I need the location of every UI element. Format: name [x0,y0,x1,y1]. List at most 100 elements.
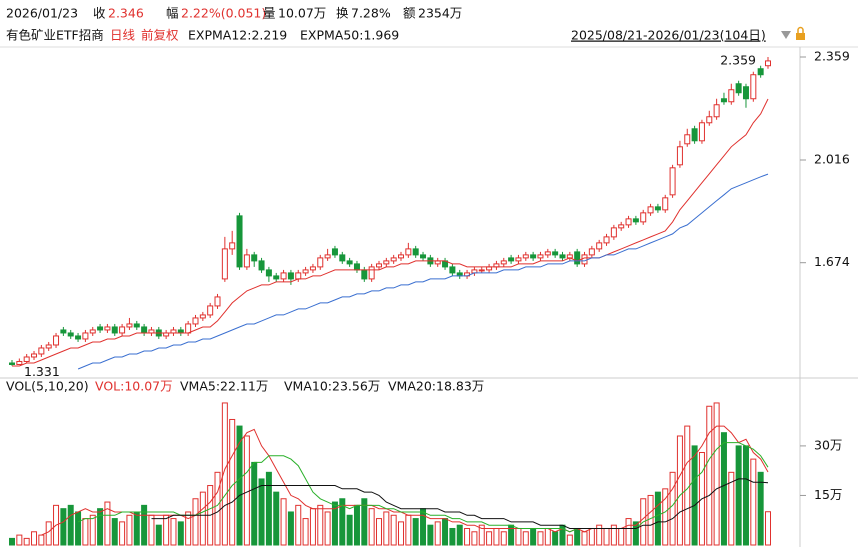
volume-bar [89,514,96,546]
date: 2026/01/23 [6,6,78,21]
volume-bar [456,524,463,546]
candle-body [603,236,610,244]
candle-body [265,269,272,277]
candle-body [353,263,360,271]
candle-body [375,263,382,268]
volume-bar [588,527,595,546]
candle-body [53,335,60,346]
volume-bar [515,527,522,546]
candle-body [684,134,691,145]
candle-body [669,167,676,196]
legend-entry: VMA5:22.11万 [180,379,268,394]
candle-body [339,254,346,262]
volume-bar [412,518,419,546]
volume-bar [735,445,742,546]
volume-bar [530,527,537,546]
volume-bar [265,471,272,546]
volume-bar [449,527,456,546]
candle-body [698,122,705,142]
change: 2.22%(0.051) [181,6,266,21]
candle-body [60,329,67,334]
candle-body [280,272,287,280]
candle-body [302,269,309,274]
volume-bar [148,514,155,546]
volume-bar [177,521,184,546]
candle-body [559,254,566,259]
volume-bar [375,518,382,546]
volume-bar [493,527,500,546]
volume-bar [9,537,15,546]
candle-body [317,257,324,268]
volume-bar [243,435,250,546]
volume-bar [427,524,434,546]
volume-bar [214,471,221,546]
candle-body [706,116,713,124]
candle-body [500,260,507,265]
candle-body [192,317,199,325]
volume-bar [229,418,236,546]
candle-body [221,248,228,280]
volume-bar [713,402,720,546]
period: 日线 [110,28,136,43]
candle-body [515,257,522,262]
volume-bar [317,504,324,546]
dropdown-icon[interactable] [781,31,791,39]
candle-body [31,353,38,358]
candle-body [97,326,104,331]
volume-bar [339,498,346,546]
volume-bar [676,435,683,546]
volume-bar [273,491,280,546]
volume-bar [691,445,698,546]
candle-body [420,254,427,259]
candle-body [324,254,331,259]
volume-bar [486,531,493,546]
volume-bar [662,488,669,546]
indicator-line [77,173,769,370]
candle-body [728,89,735,103]
y2-tick-label: 15万 [814,487,842,502]
candle-body [508,257,515,262]
candle-body [574,251,581,265]
volume-bar [684,425,691,546]
volume-bar [302,518,309,546]
candle-body [742,86,749,100]
volume-bar [60,508,67,546]
turnover: 7.28% [351,6,391,21]
volume-bar [287,511,294,546]
volume-bar [324,511,331,546]
volume-name: VOL:10.07万 [95,379,173,394]
volume-bar [170,518,177,546]
date-range[interactable]: 2025/08/21-2026/01/23(104日) [571,28,766,43]
volume-bar [706,405,713,546]
candle-body [625,218,632,226]
volume-bar [38,534,45,546]
candle-body [119,326,126,334]
volume-bar [750,458,757,546]
security-name: 有色矿业ETF招商 [6,28,104,43]
y2-tick-label: 30万 [814,437,842,452]
volume-bar [221,402,228,546]
legend-entry: VMA10:23.56万 [284,379,380,394]
volume-bar [765,511,771,546]
candle-body [243,254,250,268]
volume-average-line [151,478,769,529]
volume-bar [251,461,258,546]
candle-body [67,332,74,337]
volume-bar [309,508,316,546]
candle-body [273,275,280,280]
volume-bar [720,432,727,546]
volume-bar [141,504,148,546]
volume-bar [97,508,104,546]
volume-bar [126,514,133,546]
candle-body [89,329,96,334]
volume-bar [295,504,302,546]
amount: 2354万 [418,6,462,21]
candle-body [185,323,192,334]
indicator-line [12,98,769,367]
lock-icon[interactable] [796,33,805,40]
volume-bar [552,531,559,546]
candle-body [765,60,771,67]
